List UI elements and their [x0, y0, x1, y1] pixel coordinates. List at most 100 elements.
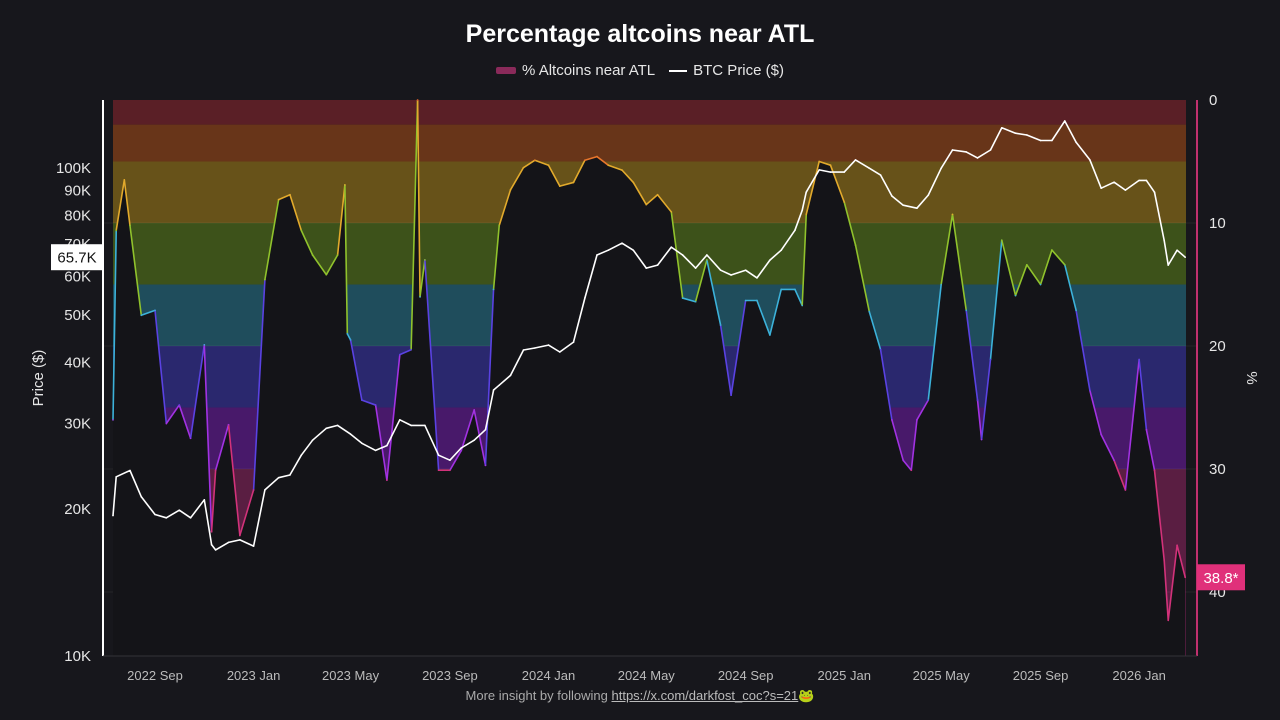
altcoins-point [533, 159, 536, 162]
altcoins-point [769, 334, 771, 336]
altcoins-point [386, 479, 388, 481]
right-tick-label: 0 [1209, 92, 1217, 109]
altcoins-current-label-box [1197, 564, 1245, 591]
altcoins-line-segment [1039, 249, 1053, 286]
altcoins-point [744, 299, 747, 302]
btc-price-point [1100, 187, 1102, 190]
altcoins-line-segment [115, 179, 126, 232]
altcoins-point [965, 309, 968, 312]
btc-price-point [374, 449, 377, 452]
btc-price-point [1138, 179, 1140, 182]
btc-price-point [154, 513, 156, 516]
band-1 [113, 124, 1186, 162]
altcoins-point [112, 419, 114, 421]
altcoins-point [349, 339, 352, 341]
altcoins-point [621, 169, 623, 171]
altcoins-line-segment [300, 229, 314, 256]
left-tick-label: 10K [64, 648, 91, 665]
altcoins-line-segment [1075, 309, 1091, 392]
altcoins-line-segment [289, 193, 303, 232]
altcoins-line-segment [311, 254, 328, 276]
altcoins-point [801, 304, 804, 307]
altcoins-line-segment [361, 399, 377, 406]
altcoins-line-segment [210, 469, 217, 533]
btc-price-point [607, 249, 610, 252]
btc-price-point [801, 209, 804, 212]
right-tick-label: 30 [1209, 461, 1226, 478]
legend-item-btc[interactable]: BTC Price ($) [669, 62, 784, 79]
altcoins-point [522, 166, 525, 169]
btc-price-point [891, 195, 893, 197]
altcoins-point [1100, 433, 1102, 436]
btc-price-point [277, 476, 280, 479]
altcoins-line-segment [572, 159, 586, 184]
altcoins-point [140, 314, 143, 317]
altcoins-point [473, 409, 475, 411]
altcoins-point [178, 404, 181, 406]
altcoins-line-segment [1026, 264, 1042, 286]
btc-price-point [361, 442, 363, 445]
altcoins-line-segment [1014, 264, 1028, 297]
footer-link[interactable]: https://x.com/darkfost_coc?s=21 [611, 688, 799, 703]
btc-price-point [1039, 139, 1042, 142]
altcoins-line-segment [349, 339, 363, 401]
altcoins-line-segment [670, 211, 684, 299]
altcoins-point [632, 181, 635, 184]
btc-price-point [264, 489, 266, 491]
altcoins-point [681, 297, 684, 299]
altcoins-line-segment [1145, 428, 1156, 472]
btc-price-point [854, 159, 857, 161]
left-tick-label: 80K [64, 207, 91, 224]
btc-price-point [203, 499, 206, 501]
altcoins-point [252, 489, 255, 491]
altcoins-point [805, 213, 808, 216]
altcoins-point [449, 469, 451, 472]
left-axis-title: Price ($) [30, 350, 47, 407]
altcoins-point [410, 348, 412, 351]
altcoins-point [1176, 544, 1178, 547]
altcoins-line-segment [203, 343, 213, 533]
left-tick-label: 60K [64, 268, 91, 285]
btc-price-point [584, 297, 586, 299]
altcoins-line-segment [165, 404, 181, 425]
altcoins-line-segment [336, 184, 346, 256]
btc-price-point [818, 169, 820, 171]
altcoins-point [940, 283, 942, 286]
btc-price-point [498, 384, 501, 387]
altcoins-line-segment [1000, 239, 1017, 297]
altcoins-point [154, 309, 156, 312]
btc-price-point [1113, 181, 1115, 184]
right-tick-label: 10 [1209, 215, 1226, 232]
altcoins-point [346, 332, 349, 335]
altcoins-point [980, 438, 983, 441]
altcoins-point [264, 278, 266, 281]
btc-current-label: 65.7K [57, 250, 96, 267]
btc-price-point [1145, 179, 1148, 182]
btc-price-point [547, 344, 550, 346]
altcoins-point [596, 155, 598, 158]
btc-price-point [336, 424, 339, 427]
altcoins-point [547, 164, 550, 166]
altcoins-line-segment [801, 213, 808, 307]
altcoins-line-segment [346, 332, 352, 341]
altcoins-line-segment [719, 324, 732, 397]
altcoins-point [277, 198, 280, 201]
altcoins-point [1145, 428, 1148, 431]
btc-price-point [509, 374, 512, 377]
btc-price-point [559, 351, 561, 353]
legend-swatch-altcoins [496, 67, 517, 74]
altcoins-point [706, 259, 708, 261]
left-tick-label: 50K [64, 307, 91, 324]
legend-item-altcoins[interactable]: % Altcoins near ATL [496, 62, 655, 79]
x-tick-label: 2022 Sep [127, 668, 183, 683]
btc-price-point [596, 254, 598, 256]
btc-price-point [386, 444, 388, 447]
btc-price-point [252, 545, 255, 547]
altcoins-point [1051, 249, 1053, 251]
btc-price-point [410, 424, 412, 427]
btc-price-point [1026, 134, 1028, 136]
btc-price-point [1176, 249, 1178, 252]
altcoins-point [1026, 264, 1028, 266]
altcoins-point [1075, 309, 1077, 312]
btc-price-point [694, 267, 697, 269]
